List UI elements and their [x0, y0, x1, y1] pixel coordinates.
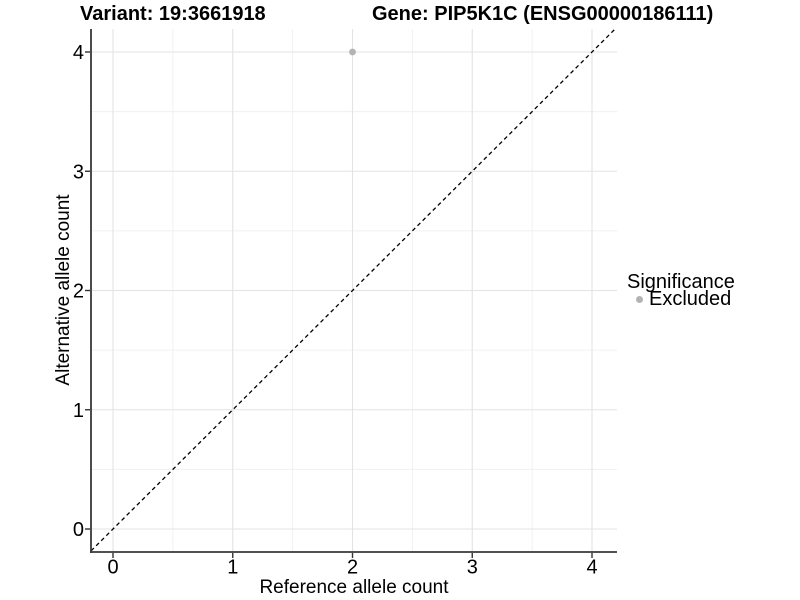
- plot-generated-layer: 0 1 2 3 4 0 1 2 3 4: [73, 28, 617, 579]
- y-tick-label: 4: [73, 42, 84, 64]
- variant-title: Variant: 19:3661918: [80, 3, 266, 25]
- x-tick-label: 3: [467, 557, 478, 579]
- data-point: [349, 48, 356, 56]
- legend-title: Significance: [627, 271, 735, 293]
- y-tick-label: 2: [73, 281, 84, 303]
- x-tick-label: 1: [227, 557, 238, 579]
- legend-point-icon: [636, 296, 643, 303]
- x-axis-title: Reference allele count: [259, 577, 449, 598]
- legend-item-label: Excluded: [649, 288, 732, 310]
- y-tick-label: 3: [73, 161, 84, 183]
- x-tick-label: 2: [347, 557, 358, 579]
- x-tick-label: 0: [107, 557, 118, 579]
- identity-dashed-line: [90, 28, 616, 552]
- y-tick-label: 0: [73, 519, 84, 541]
- x-tick-label: 4: [586, 557, 597, 579]
- y-tick-label: 1: [73, 400, 84, 422]
- y-axis-title: Alternative allele count: [53, 194, 74, 386]
- gene-title: Gene: PIP5K1C (ENSG00000186111): [372, 3, 714, 25]
